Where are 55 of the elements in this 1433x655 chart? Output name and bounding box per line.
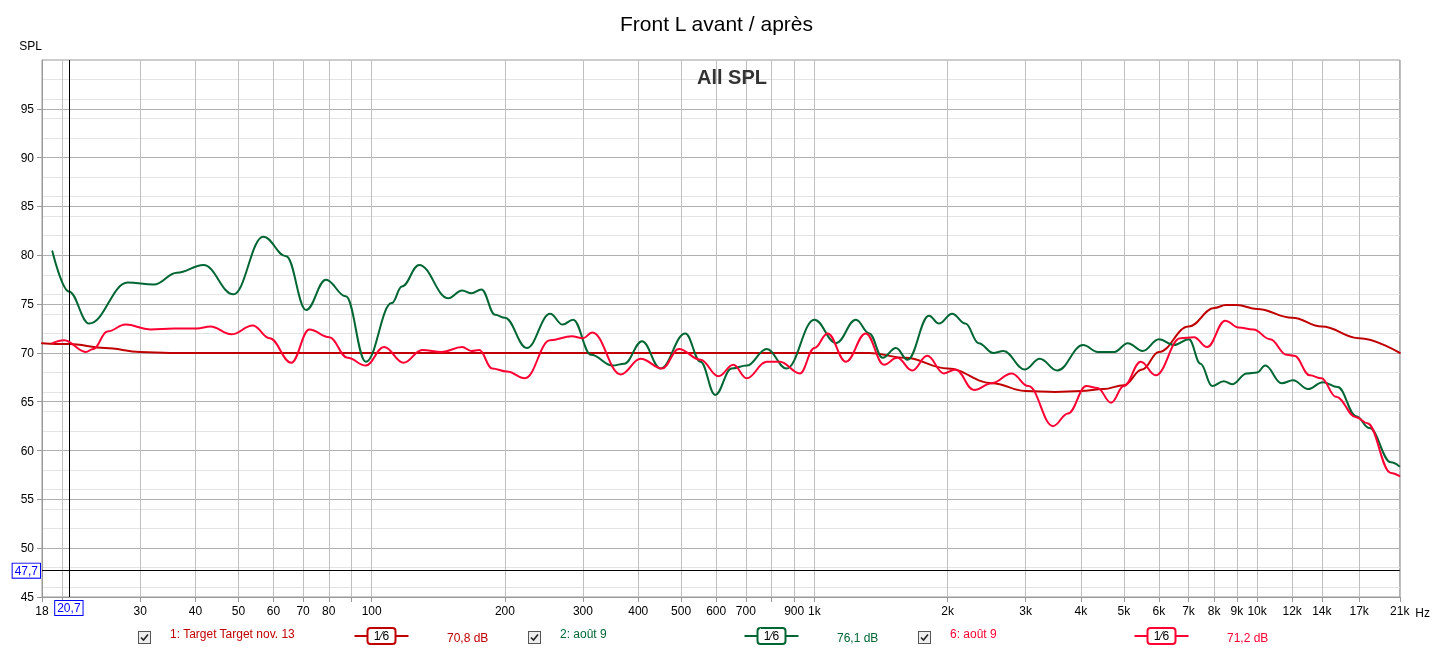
text: 1: Target Target nov. 13	[170, 627, 296, 641]
y-tick-label: 50	[20, 541, 35, 556]
x-tick-label: 2k	[941, 604, 955, 618]
x-tick-label: 1k	[808, 604, 822, 618]
x-tick-label: 300	[572, 604, 594, 618]
x-tick-label: 500	[671, 604, 692, 618]
x-tick-label: 9k	[1230, 604, 1245, 618]
x-tick-label: 18	[35, 604, 49, 618]
chart-title: Front L avant / après	[620, 12, 813, 35]
text: 1⁄6	[373, 629, 390, 643]
x-tick-label: 600	[706, 604, 727, 618]
text: 76,1 dB	[837, 631, 879, 645]
ref-line-label: 20,7	[57, 601, 81, 615]
text: 1⁄6	[763, 629, 780, 643]
x-tick-label: 50	[231, 604, 246, 618]
y-axis-title: SPL	[19, 39, 43, 53]
x-tick-label: 700	[735, 604, 757, 618]
x-tick-label: 900	[784, 604, 805, 618]
y-tick-label: 45	[20, 590, 35, 604]
chart-subtitle: All SPL	[696, 66, 768, 88]
x-axis-title: Hz	[1415, 606, 1431, 620]
text: 2: août 9	[560, 627, 608, 641]
x-tick-label: 80	[322, 604, 336, 618]
x-tick-label: 40	[188, 604, 203, 618]
x-tick-label: 200	[494, 604, 516, 618]
x-tick-label: 60	[266, 604, 281, 618]
text: 1⁄6	[1153, 629, 1170, 643]
x-tick-label: 3k	[1019, 604, 1033, 618]
ref-line-label: 47,7	[14, 563, 39, 578]
x-tick-label: 8k	[1207, 604, 1222, 618]
y-tick-label: 70	[20, 345, 35, 360]
x-tick-label: 12k	[1282, 604, 1303, 618]
text: 71,2 dB	[1227, 631, 1269, 645]
y-tick-label: 95	[20, 101, 35, 116]
y-tick-label: 60	[20, 443, 35, 458]
y-tick-label: 75	[20, 297, 35, 312]
x-tick-label: 14k	[1312, 604, 1333, 618]
text: 6: août 9	[950, 627, 998, 641]
y-tick-label: 80	[20, 248, 35, 263]
y-tick-label: 65	[20, 394, 35, 409]
y-tick-label: 85	[20, 199, 35, 214]
x-tick-label: 10k	[1247, 604, 1268, 618]
y-tick-label: 55	[20, 492, 35, 507]
x-tick-label: 17k	[1349, 604, 1370, 618]
x-tick-label: 5k	[1117, 604, 1132, 618]
x-tick-label: 100	[361, 604, 383, 618]
y-tick-label: 90	[20, 150, 35, 165]
x-tick-label: 30	[133, 604, 148, 618]
x-tick-label: 70	[296, 604, 311, 618]
x-tick-label: 21k	[1390, 604, 1411, 618]
text: 70,8 dB	[447, 631, 489, 645]
x-tick-label: 7k	[1182, 604, 1196, 618]
x-tick-label: 400	[628, 604, 649, 618]
x-tick-label: 4k	[1074, 604, 1089, 618]
x-tick-label: 6k	[1152, 604, 1167, 618]
